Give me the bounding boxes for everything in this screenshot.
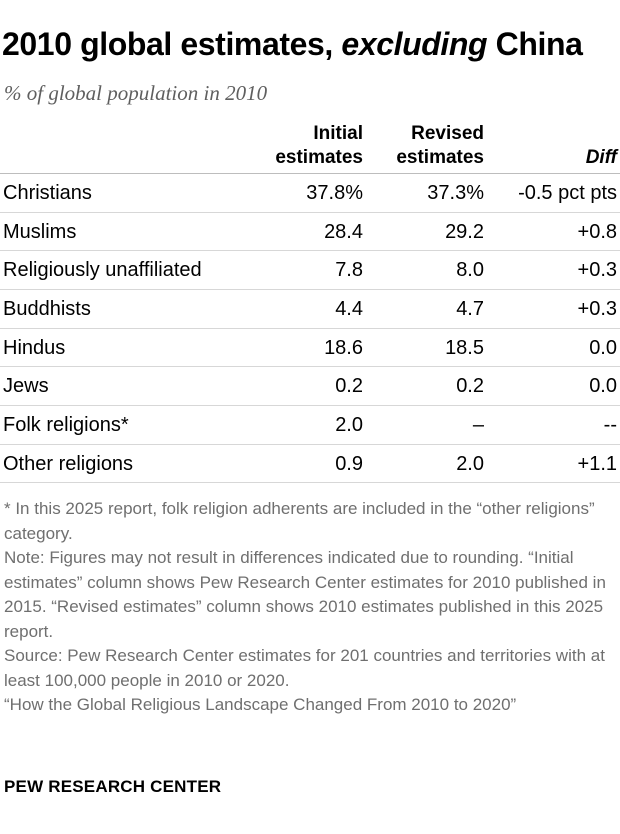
diff-value: -0.5 pct pts (518, 182, 617, 204)
diff-value: 0.0 (589, 336, 617, 359)
revised-value: – (472, 414, 484, 437)
initial-value: 4.4 (335, 298, 363, 321)
chart-subtitle: % of global population in 2010 (4, 81, 268, 105)
source-text: Source: Pew Research Center estimates fo… (4, 646, 605, 690)
revised-value: 0.2 (456, 375, 484, 398)
column-header-initial-line1: Initial (313, 123, 363, 144)
table-body: Christians 37.8% 37.3% -0.5 pct pts Muslims 2… (0, 173, 620, 483)
initial-value: 18.6 (324, 336, 363, 359)
table-row: Muslims 28.4 29.2 +0.8 (0, 211, 620, 251)
title-emphasis: excluding (341, 26, 488, 62)
column-header-diff: Diff (585, 147, 617, 168)
row-label: Other religions (3, 452, 134, 475)
table-row: Buddhists 4.4 4.7 +0.3 (0, 289, 620, 328)
chart-title: 2010 global estimates, excluding China (2, 24, 583, 64)
column-header-initial-line2: estimates (275, 147, 363, 168)
revised-value: 37.3% (427, 182, 484, 204)
initial-value: 2.0 (335, 414, 363, 437)
revised-value: 29.2 (445, 220, 484, 243)
title-text-end: China (487, 26, 583, 62)
row-label: Jews (3, 375, 49, 398)
initial-value: 37.8% (306, 182, 363, 204)
table-row: Religiously unaffiliated 7.8 8.0 +0.3 (0, 250, 620, 289)
revised-value: 4.7 (456, 298, 484, 321)
note-text: Note: Figures may not result in differen… (4, 548, 606, 641)
column-header-revised-line1: Revised (411, 123, 484, 144)
initial-value: 28.4 (324, 220, 363, 243)
diff-value: +0.3 (577, 259, 617, 282)
initial-value: 0.9 (335, 452, 363, 475)
table-row: Folk religions* 2.0 – -- (0, 405, 620, 444)
diff-value: 0.0 (589, 375, 617, 398)
initial-value: 0.2 (335, 375, 363, 398)
diff-value: +0.8 (577, 220, 617, 243)
notes: * In this 2025 report, folk religion adh… (4, 497, 614, 718)
row-label: Hindus (3, 336, 66, 359)
row-label: Christians (3, 182, 92, 204)
row-label: Religiously unaffiliated (3, 259, 202, 282)
diff-value: +1.1 (577, 452, 617, 475)
column-header-initial: Initial estimates (230, 122, 363, 174)
revised-value: 18.5 (445, 336, 484, 359)
row-label: Muslims (3, 220, 77, 243)
revised-value: 2.0 (456, 452, 484, 475)
title-text-start: 2010 global estimates, (2, 26, 342, 62)
table-row: Hindus 18.6 18.5 0.0 (0, 327, 620, 367)
diff-value: +0.3 (577, 298, 617, 321)
table-row: Christians 37.8% 37.3% -0.5 pct pts (0, 173, 620, 212)
row-label: Buddhists (3, 298, 91, 321)
footnote: * In this 2025 report, folk religion adh… (4, 499, 595, 543)
column-header-revised-line2: estimates (396, 147, 484, 168)
revised-value: 8.0 (456, 259, 484, 282)
diff-value: -- (603, 414, 617, 437)
row-label: Folk religions* (3, 414, 129, 437)
table-row: Other religions 0.9 2.0 +1.1 (0, 443, 620, 483)
report-title: “How the Global Religious Landscape Chan… (4, 695, 517, 714)
column-header-revised: Revised estimates (360, 122, 484, 174)
table-row: Jews 0.2 0.2 0.0 (0, 366, 620, 405)
initial-value: 7.8 (335, 259, 363, 282)
table-bottom-rule (0, 482, 620, 483)
brand-logo-text: PEW RESEARCH CENTER (4, 777, 222, 796)
